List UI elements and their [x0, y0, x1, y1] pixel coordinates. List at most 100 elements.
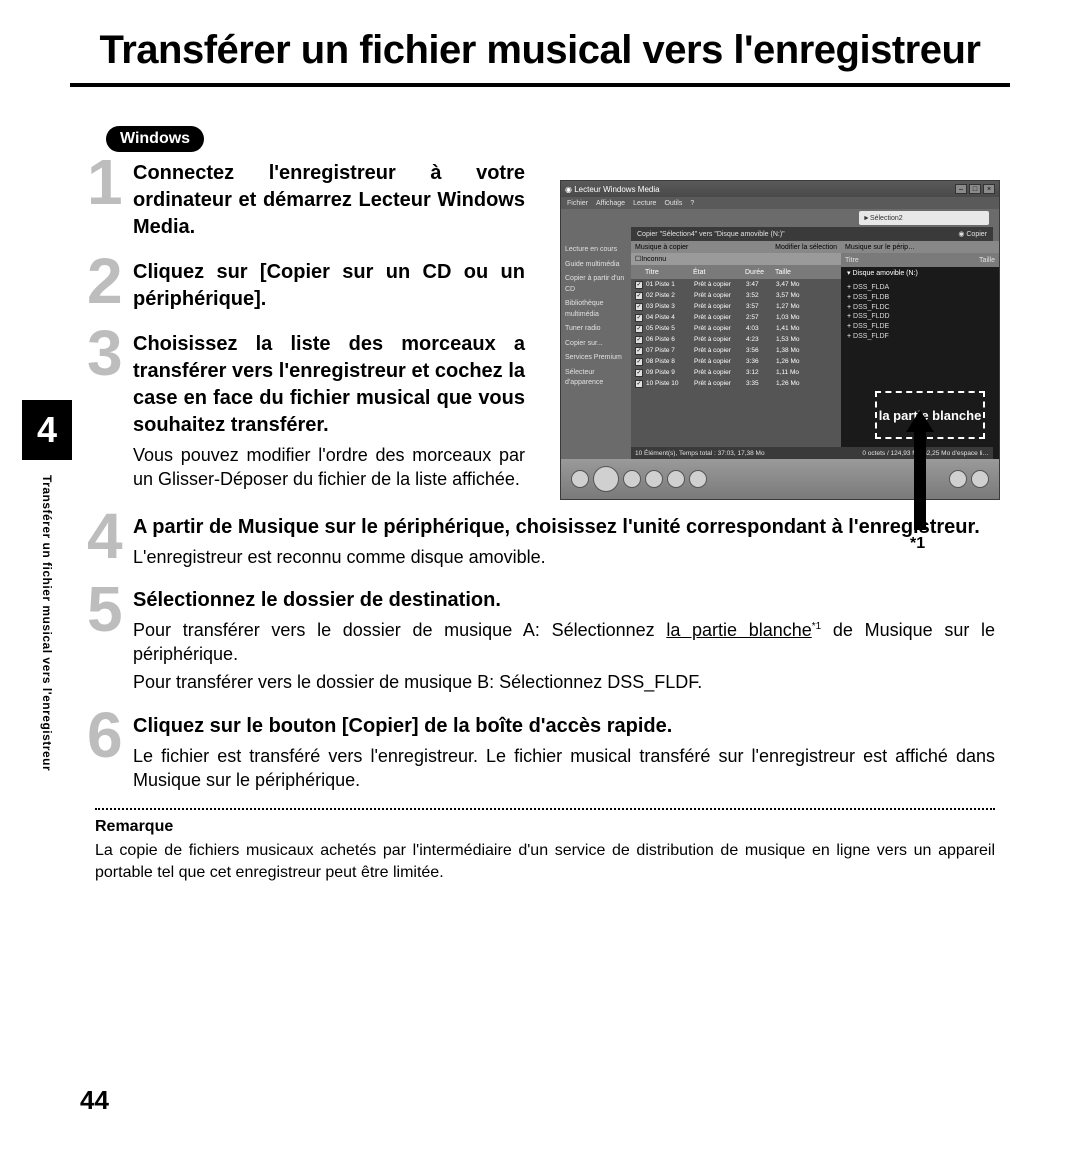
note-text: La copie de fichiers musicaux achetés pa… [95, 840, 995, 883]
status-bar: 10 Élément(s), Temps total : 37:03, 17,3… [631, 447, 993, 459]
sidebar-item[interactable]: Copier à partir d'un CD [565, 274, 627, 295]
folder-list: DSS_FLDADSS_FLDBDSS_FLDCDSS_FLDDDSS_FLDE… [841, 279, 999, 346]
col-state: État [691, 269, 743, 276]
prev-icon[interactable] [571, 470, 589, 488]
edit-selection[interactable]: Modifier la sélection [775, 244, 837, 251]
window-title: ◉ Lecteur Windows Media [565, 185, 660, 194]
menu-item[interactable]: Fichier [567, 200, 588, 207]
track-row[interactable]: ✓05 Piste 5Prêt à copier4:031,41 Mo [631, 323, 841, 334]
menu-item[interactable]: ? [690, 200, 694, 207]
track-row[interactable]: ✓03 Piste 3Prêt à copier3:571,27 Mo [631, 301, 841, 312]
window-buttons: – □ × [955, 184, 995, 194]
column-headers: Titre Taille [841, 253, 999, 267]
sidebar-item[interactable]: Sélecteur d'apparence [565, 368, 627, 389]
page-number: 44 [80, 1085, 109, 1116]
track-row[interactable]: ✓08 Piste 8Prêt à copier3:361,26 Mo [631, 356, 841, 367]
track-row[interactable]: ✓09 Piste 9Prêt à copier3:121,11 Mo [631, 367, 841, 378]
track-row[interactable]: ✓07 Piste 7Prêt à copier3:561,38 Mo [631, 345, 841, 356]
menu-item[interactable]: Lecture [633, 200, 656, 207]
step-title: Cliquez sur le bouton [Copier] de la boî… [133, 713, 995, 740]
sidebar-item[interactable]: Tuner radio [565, 324, 627, 335]
track-row[interactable]: ✓04 Piste 4Prêt à copier2:571,03 Mo [631, 312, 841, 323]
sidebar-item[interactable]: Lecture en cours [565, 245, 627, 256]
folder-item[interactable]: DSS_FLDA [847, 283, 993, 293]
mute-icon[interactable] [949, 470, 967, 488]
step-number: 5 [87, 577, 123, 641]
screenshot: ◉ Lecteur Windows Media – □ × Fichier Af… [560, 180, 1000, 500]
folder-item[interactable]: DSS_FLDB [847, 293, 993, 303]
playlist-tab[interactable]: ► Sélection2 [859, 211, 989, 225]
step-body: L'enregistreur est reconnu comme disque … [133, 545, 995, 569]
col-size: Taille [773, 269, 813, 276]
play-icon[interactable] [593, 466, 619, 492]
track-row[interactable]: ✓06 Piste 6Prêt à copier4:231,53 Mo [631, 334, 841, 345]
rewind-icon[interactable] [667, 470, 685, 488]
command-label: Copier "Sélection4" vers "Disque amovibl… [637, 231, 785, 238]
col-duration: Durée [743, 269, 773, 276]
panel-header: Musique sur le périp… [841, 241, 999, 253]
sidebar-item[interactable]: Copier sur... [565, 339, 627, 350]
title-rule [70, 83, 1010, 87]
col-title: Titre [643, 269, 691, 276]
left-panel: Musique à copier Modifier la sélection ☐… [631, 241, 841, 459]
step-number: 1 [87, 150, 123, 214]
step-title: A partir de Musique sur le périphérique,… [133, 514, 995, 541]
device-root[interactable]: ▾ Disque amovible (N:) [841, 267, 999, 279]
step-number: 3 [87, 321, 123, 385]
track-row[interactable]: ✓01 Piste 1Prêt à copier3:473,47 Mo [631, 279, 841, 290]
step-6: 6 Cliquez sur le bouton [Copier] de la b… [95, 713, 995, 793]
step-title: Sélectionnez le dossier de destination. [133, 587, 995, 614]
link-text: la partie blanche [666, 620, 811, 640]
note-label: Remarque [95, 818, 1015, 836]
panel-header: Musique à copier Modifier la sélection [631, 241, 841, 253]
maximize-icon[interactable]: □ [969, 184, 981, 194]
step-body: Pour transférer vers le dossier de musiq… [133, 670, 995, 694]
sidebar: Lecture en cours Guide multimédia Copier… [561, 241, 631, 459]
command-bar: Copier "Sélection4" vers "Disque amovibl… [631, 227, 993, 241]
next-icon[interactable] [645, 470, 663, 488]
sidebar-item[interactable]: Bibliothèque multimédia [565, 299, 627, 320]
step-2: 2 Cliquez sur [Copier sur un CD ou un pé… [95, 259, 525, 313]
menu-bar: Fichier Affichage Lecture Outils ? [561, 197, 999, 209]
step-number: 4 [87, 504, 123, 568]
volume-icon[interactable] [971, 470, 989, 488]
step-body: Le fichier est transféré vers l'enregist… [133, 744, 995, 793]
step-number: 6 [87, 703, 123, 767]
sidebar-item[interactable]: Guide multimédia [565, 260, 627, 271]
step-title: Choisissez la liste des morceaux a trans… [133, 331, 525, 439]
copy-button[interactable]: ◉ Copier [958, 230, 987, 238]
step-body: Pour transférer vers le dossier de musiq… [133, 618, 995, 667]
step-title: Cliquez sur [Copier sur un CD ou un péri… [133, 259, 525, 313]
status-left: 10 Élément(s), Temps total : 37:03, 17,3… [635, 450, 765, 457]
forward-icon[interactable] [689, 470, 707, 488]
stop-icon[interactable] [623, 470, 641, 488]
step-4: 4 A partir de Musique sur le périphériqu… [95, 514, 995, 569]
folder-item[interactable]: DSS_FLDD [847, 312, 993, 322]
step-1: 1 Connectez l'enregistreur à votre ordin… [95, 160, 525, 241]
folder-item[interactable]: DSS_FLDE [847, 322, 993, 332]
step-title: Connectez l'enregistreur à votre ordinat… [133, 160, 525, 241]
track-row[interactable]: ✓02 Piste 2Prêt à copier3:523,57 Mo [631, 290, 841, 301]
callout-arrow [905, 410, 935, 530]
menu-item[interactable]: Outils [664, 200, 682, 207]
sidebar-item[interactable]: Services Premium [565, 353, 627, 364]
step-number: 2 [87, 249, 123, 313]
step-5: 5 Sélectionnez le dossier de destination… [95, 587, 995, 695]
step-body: Vous pouvez modifier l'ordre des morceau… [133, 443, 525, 492]
track-list: ✓01 Piste 1Prêt à copier3:473,47 Mo✓02 P… [631, 279, 841, 389]
folder-item[interactable]: DSS_FLDF [847, 332, 993, 342]
page-title: Transférer un fichier musical vers l'enr… [0, 0, 1080, 73]
chapter-tab: 4 [22, 400, 72, 460]
track-row[interactable]: ✓10 Piste 10Prêt à copier3:351,26 Mo [631, 378, 841, 389]
album-row: ☐ Inconnu [631, 253, 841, 265]
footnote-marker: *1 [910, 535, 925, 553]
menu-item[interactable]: Affichage [596, 200, 625, 207]
minimize-icon[interactable]: – [955, 184, 967, 194]
note-divider [95, 808, 995, 810]
column-headers: Titre État Durée Taille [631, 265, 841, 279]
step-3: 3 Choisissez la liste des morceaux a tra… [95, 331, 525, 492]
close-icon[interactable]: × [983, 184, 995, 194]
side-caption: Transférer un fichier musical vers l'enr… [40, 475, 54, 895]
footnote-ref: *1 [812, 621, 821, 632]
folder-item[interactable]: DSS_FLDC [847, 303, 993, 313]
